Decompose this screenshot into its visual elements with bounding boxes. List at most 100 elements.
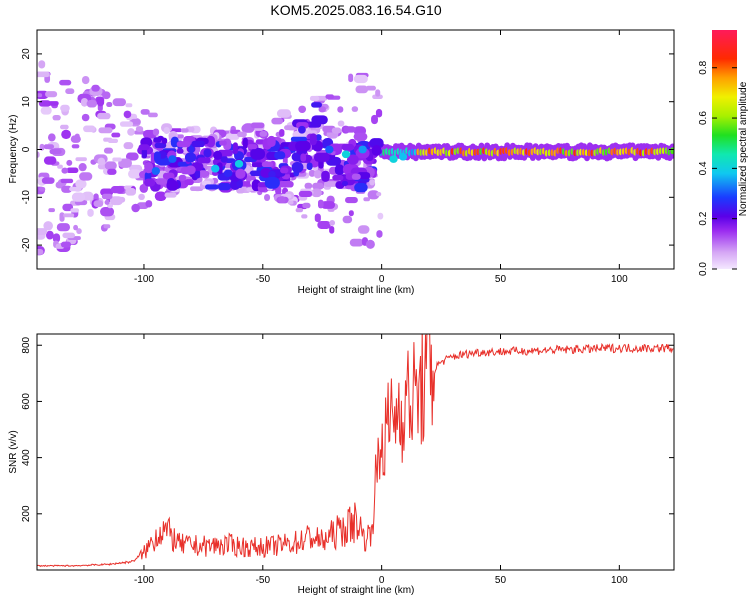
spectrogram-cell [367,190,380,200]
spectrogram-cell [80,97,88,107]
spectrogram-cell [235,168,246,179]
spectrogram-cell [211,164,220,173]
spectrogram-cell [63,213,75,218]
spectrogram-cell [261,161,274,167]
spectrogram-cell [87,208,94,217]
spectrogram-cell [60,178,74,184]
spectrogram-cell [100,206,115,217]
spectrogram-cell [112,98,127,107]
x-tick-label: -50 [256,274,271,285]
spectrogram-cell [125,103,133,108]
spectrogram-x-axis-label: Height of straight line (km) [298,285,415,296]
spectrogram-cell [250,170,264,177]
spectrogram-cell [59,124,69,130]
spectrogram-cell [147,112,158,118]
spectrogram-cell [61,167,69,174]
spectrogram-cell [48,208,55,213]
spectrogram-cell [37,93,43,98]
spectrogram-cell [197,157,211,164]
spectrogram-cell [153,137,162,143]
spectrogram-cell [144,162,153,174]
spectrogram-cell [61,185,73,193]
spectrogram-cell [329,220,336,226]
y-tick-label: 400 [21,449,32,466]
spectrogram-cell [52,114,61,121]
spectrogram-cell [107,138,119,143]
spectrogram-cell [351,173,361,180]
spectrogram-cell [97,112,111,120]
spectrogram-cell [48,133,56,142]
spectrogram-cell [125,152,139,161]
spectrogram-cell [176,141,191,148]
spectrogram-cell [301,214,308,219]
spectrogram-cell [321,201,336,209]
x-tick-label: 50 [495,575,507,586]
spectrogram-cell [109,196,123,206]
spectrogram-cell [125,188,137,196]
spectrogram-cell [123,110,132,119]
spectrogram-cell [73,224,78,231]
spectrogram-cell [145,200,153,208]
spectrogram-cell [280,167,289,174]
figure-title: KOM5.2025.083.16.54.G10 [270,2,441,18]
spectrogram-cell [141,148,148,159]
spectrogram-cell [276,109,292,118]
spectrogram-cell [259,130,268,137]
colorbar-tick-label: 0.8 [698,60,709,74]
spectrogram-cell [191,140,205,148]
spectrogram-cell [363,197,371,202]
spectrogram-cell [37,151,40,158]
spectrogram-cell [237,131,247,138]
spectrogram-cell [69,186,82,192]
snr-series-line [37,334,674,568]
y-tick-label: 600 [21,393,32,410]
spectrogram-cell [40,106,52,115]
spectrogram-cell [300,153,307,162]
spectrogram-cell [130,118,141,125]
spectrogram-cell [376,192,382,197]
x-tick-label: -100 [134,274,154,285]
spectrogram-cell [219,140,227,146]
spectrogram-cell [59,79,72,86]
spectrogram-cell [41,177,55,184]
spectrogram-cell [314,213,321,223]
spectrogram-y-axis-label: Frequency (Hz) [8,115,19,184]
spectrogram-cell [295,207,304,213]
spectrogram-cell [331,127,342,134]
spectrogram-cell [60,104,70,112]
spectrogram-cell [377,212,384,220]
spectrogram-cell [138,193,145,201]
spectrogram-cell [195,169,201,179]
spectrogram-cell [61,129,72,140]
spectrogram-cell [86,100,98,108]
spectrogram-cell [62,232,76,239]
spectrogram-cell [349,238,364,247]
x-tick-label: 50 [495,274,507,285]
spectrogram-cell [127,128,135,136]
spectrogram-cell [309,95,320,101]
spectrogram-cell [91,84,100,92]
spectrogram-cell [75,179,87,189]
spectrogram-cell [243,137,248,149]
spectrogram-cell [184,152,197,163]
spectrogram-cell [166,180,179,191]
spectrogram-cell [37,249,44,255]
spectrogram-cell [45,91,58,98]
spectrogram-cell [264,193,271,201]
spectrogram-cell [49,148,62,155]
spectrogram-cell [337,120,345,127]
spectrogram-cell [250,122,265,129]
spectrogram-cell [144,178,156,187]
spectrogram-cell [236,179,243,189]
spectrogram-cell [76,228,82,235]
spectrogram-cell [306,162,313,171]
y-tick-label: 800 [21,336,32,353]
spectrogram-cell [62,203,74,212]
spectrogram-cell [111,132,121,138]
spectrogram-cell [106,101,113,108]
spectrogram-cell [325,94,335,99]
spectrogram-cell [71,144,80,149]
spectrogram-cell [48,101,59,106]
y-tick-label: 200 [21,505,32,522]
